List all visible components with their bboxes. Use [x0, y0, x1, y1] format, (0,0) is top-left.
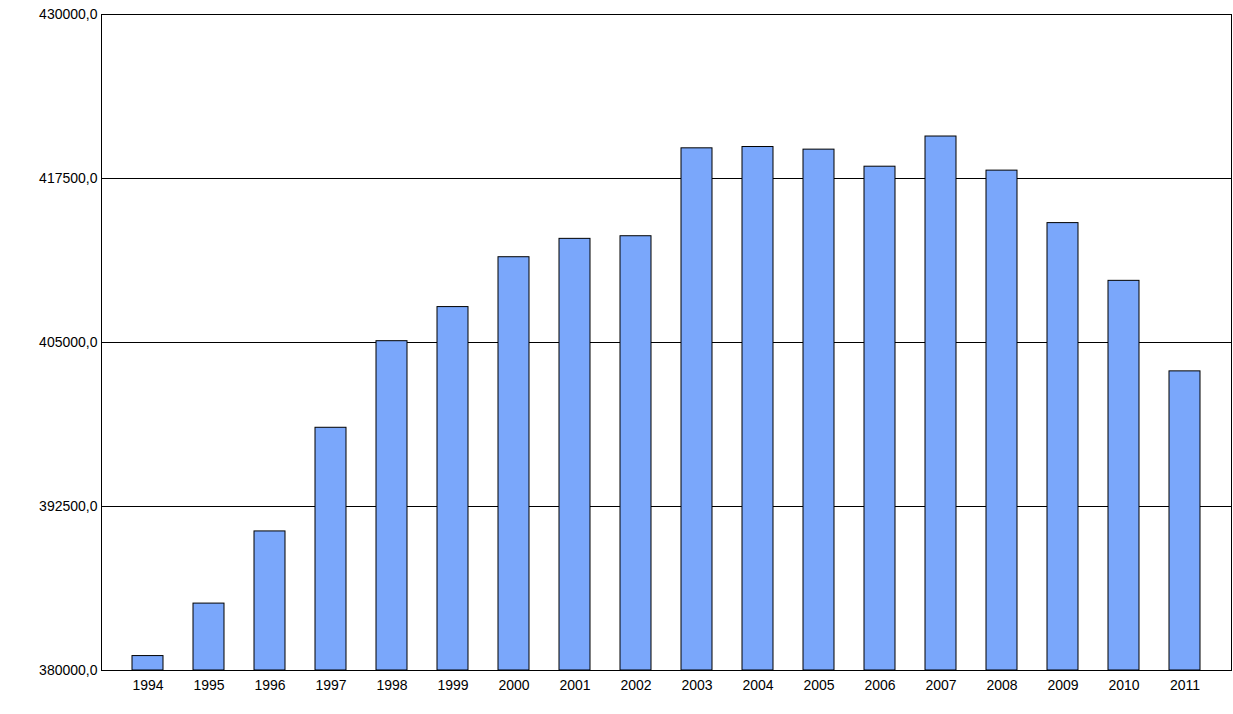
- svg-text:1996: 1996: [254, 677, 285, 693]
- svg-text:1994: 1994: [132, 677, 163, 693]
- svg-text:417500,0: 417500,0: [39, 170, 98, 186]
- svg-text:2005: 2005: [803, 677, 834, 693]
- svg-text:1999: 1999: [437, 677, 468, 693]
- svg-text:430000,0: 430000,0: [39, 6, 98, 22]
- svg-text:1997: 1997: [315, 677, 346, 693]
- svg-text:2007: 2007: [925, 677, 956, 693]
- svg-text:2004: 2004: [742, 677, 773, 693]
- svg-text:2000: 2000: [498, 677, 529, 693]
- svg-text:1995: 1995: [193, 677, 224, 693]
- svg-text:392500,0: 392500,0: [39, 498, 98, 514]
- svg-text:1998: 1998: [376, 677, 407, 693]
- svg-text:2010: 2010: [1108, 677, 1139, 693]
- svg-text:380000,0: 380000,0: [39, 662, 98, 678]
- svg-text:2002: 2002: [620, 677, 651, 693]
- svg-text:2003: 2003: [681, 677, 712, 693]
- svg-text:2001: 2001: [559, 677, 590, 693]
- svg-text:2008: 2008: [986, 677, 1017, 693]
- svg-text:2006: 2006: [864, 677, 895, 693]
- svg-text:2009: 2009: [1047, 677, 1078, 693]
- svg-text:2011: 2011: [1170, 677, 1200, 693]
- svg-text:405000,0: 405000,0: [39, 334, 98, 350]
